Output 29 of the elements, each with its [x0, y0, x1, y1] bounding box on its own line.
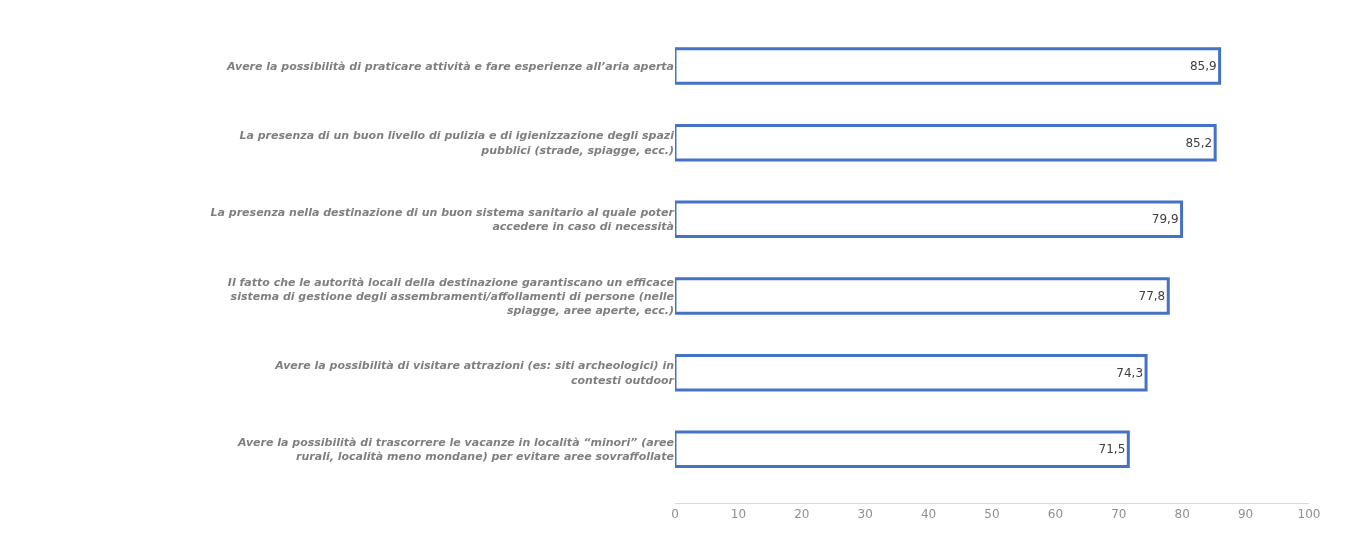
- bar: [675, 123, 1217, 162]
- x-tick-label: 10: [730, 507, 747, 522]
- data-label: 85,9: [1189, 59, 1217, 73]
- data-label: 71,5: [1098, 442, 1126, 457]
- bar: [675, 200, 1184, 239]
- x-tick-label: 80: [1174, 507, 1190, 522]
- y-tick-label: La presenza nella destinazione di un buon sistema sanitario al quale poter accedere in caso di necessità: [210, 206, 675, 234]
- bar: [675, 430, 1130, 469]
- y-tick-label: Avere la possibilità di visitare attrazioni (es: siti archeologici) in contesti outdoor: [274, 359, 675, 387]
- data-label: 85,2: [1185, 135, 1213, 150]
- x-tick-label: 30: [857, 507, 873, 522]
- y-tick-label: Avere la possibilità di trascorrere le vacanze in località “minori” (aree rurali, località meno mondane) per evitare aree sovraffollate: [237, 436, 675, 464]
- bar: [675, 353, 1148, 392]
- x-tick-label: 100: [1297, 507, 1321, 522]
- bar: [675, 47, 1222, 85]
- y-tick-label: Il fatto che le autorità locali della destinazione garantiscano un efficace sistema di gestione degli assembramenti/affollamenti di persone (nelle spiagge, aree aperte, ecc.): [227, 275, 675, 318]
- y-tick-label: La presenza di un buon livello di pulizia e di igienizzazione degli spazi pubblici (strade, spiagge, ecc.): [239, 129, 675, 157]
- x-tick-label: 20: [794, 507, 810, 522]
- data-label: 79,9: [1151, 212, 1179, 227]
- y-tick-label: Avere la possibilità di praticare attività e fare esperienze all’aria aperta: [226, 59, 674, 73]
- x-tick-label: 50: [984, 507, 1000, 522]
- x-tick-label: 40: [920, 507, 937, 522]
- x-tick-label: 0: [671, 507, 679, 522]
- bar: [675, 277, 1170, 315]
- x-tick-label: 70: [1111, 507, 1127, 522]
- x-tick-label: 90: [1237, 507, 1254, 522]
- data-label: 74,3: [1116, 365, 1144, 380]
- data-label: 77,8: [1138, 289, 1166, 303]
- x-tick-label: 60: [1047, 507, 1064, 522]
